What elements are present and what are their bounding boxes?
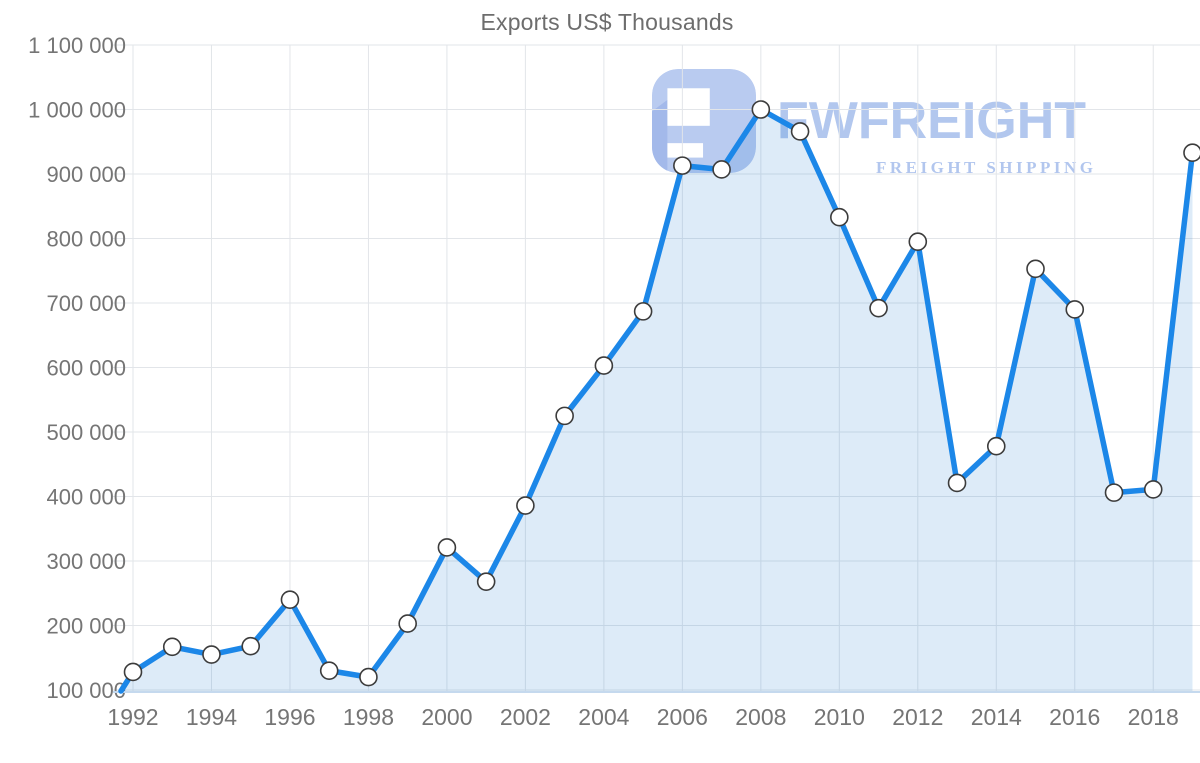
data-point-1997[interactable] [319,661,339,680]
x-axis-label-2002: 2002 [500,704,551,730]
data-point-2017[interactable] [1104,483,1124,502]
y-axis-label-700000: 700 000 [46,291,126,316]
y-axis-label-200000: 200 000 [46,614,126,639]
data-point-2019[interactable] [1183,143,1200,163]
x-axis-label-1992: 1992 [107,704,158,730]
x-axis-label-2018: 2018 [1128,704,1179,730]
data-point-2002[interactable] [516,496,535,515]
data-point-1998[interactable] [359,667,378,687]
x-axis-label-2006: 2006 [657,704,708,730]
fwfreight-logo-mark [652,69,756,173]
data-point-2015[interactable] [1026,259,1045,279]
data-point-1992[interactable] [123,662,143,682]
x-axis-label-2008: 2008 [735,704,786,730]
data-point-1994[interactable] [202,645,221,664]
y-axis-label-900000: 900 000 [46,162,126,187]
y-axis-label-600000: 600 000 [46,356,126,381]
watermark-tagline-text: FREIGHT SHIPPING [876,158,1097,177]
data-point-2007[interactable] [712,160,731,179]
data-point-1996[interactable] [280,590,300,610]
x-axis-label-2012: 2012 [892,704,943,730]
y-axis-label-1000000: 1 000 000 [28,98,126,123]
logo-left-stripe [652,99,668,173]
x-axis-label-2010: 2010 [814,704,865,730]
x-axis-label-1996: 1996 [264,704,315,730]
y-axis-label-400000: 400 000 [46,485,126,510]
data-point-2003[interactable] [555,406,574,426]
x-axis-label-2004: 2004 [578,704,629,730]
chart-title: Exports US$ Thousands [480,9,734,35]
y-axis-label-500000: 500 000 [46,420,126,445]
data-point-1999[interactable] [398,614,417,633]
data-point-2000[interactable] [437,538,457,557]
data-point-2010[interactable] [830,207,849,227]
data-point-2016[interactable] [1065,300,1085,319]
data-point-2001[interactable] [476,572,496,591]
x-axis-label-2016: 2016 [1049,704,1100,730]
x-axis-label-1998: 1998 [343,704,394,730]
data-point-2018[interactable] [1143,480,1163,499]
x-axis-label-2014: 2014 [971,704,1022,730]
data-point-2004[interactable] [594,356,614,375]
data-point-1995[interactable] [241,636,261,656]
data-point-2006[interactable] [673,156,692,175]
data-point-2014[interactable] [986,436,1006,456]
x-axis-label-2000: 2000 [421,704,472,730]
y-axis-label-1100000: 1 100 000 [28,33,126,58]
x-axis-label-1994: 1994 [186,704,237,730]
data-point-2013[interactable] [947,473,967,493]
data-point-2008[interactable] [751,100,771,119]
data-point-2011[interactable] [869,298,888,318]
data-point-2009[interactable] [790,122,810,141]
y-axis-label-800000: 800 000 [46,227,126,252]
data-point-1993[interactable] [162,637,182,657]
y-axis-label-300000: 300 000 [46,549,126,574]
series-area-fill [121,109,1193,691]
y-axis-label-100000: 100 000 [46,678,126,703]
watermark-brand-text: FWFREIGHT [777,92,1087,150]
data-point-2005[interactable] [633,302,653,321]
logo-notch-bottom [667,143,704,158]
data-point-2012[interactable] [908,232,928,252]
logo-notch-top [667,88,710,126]
